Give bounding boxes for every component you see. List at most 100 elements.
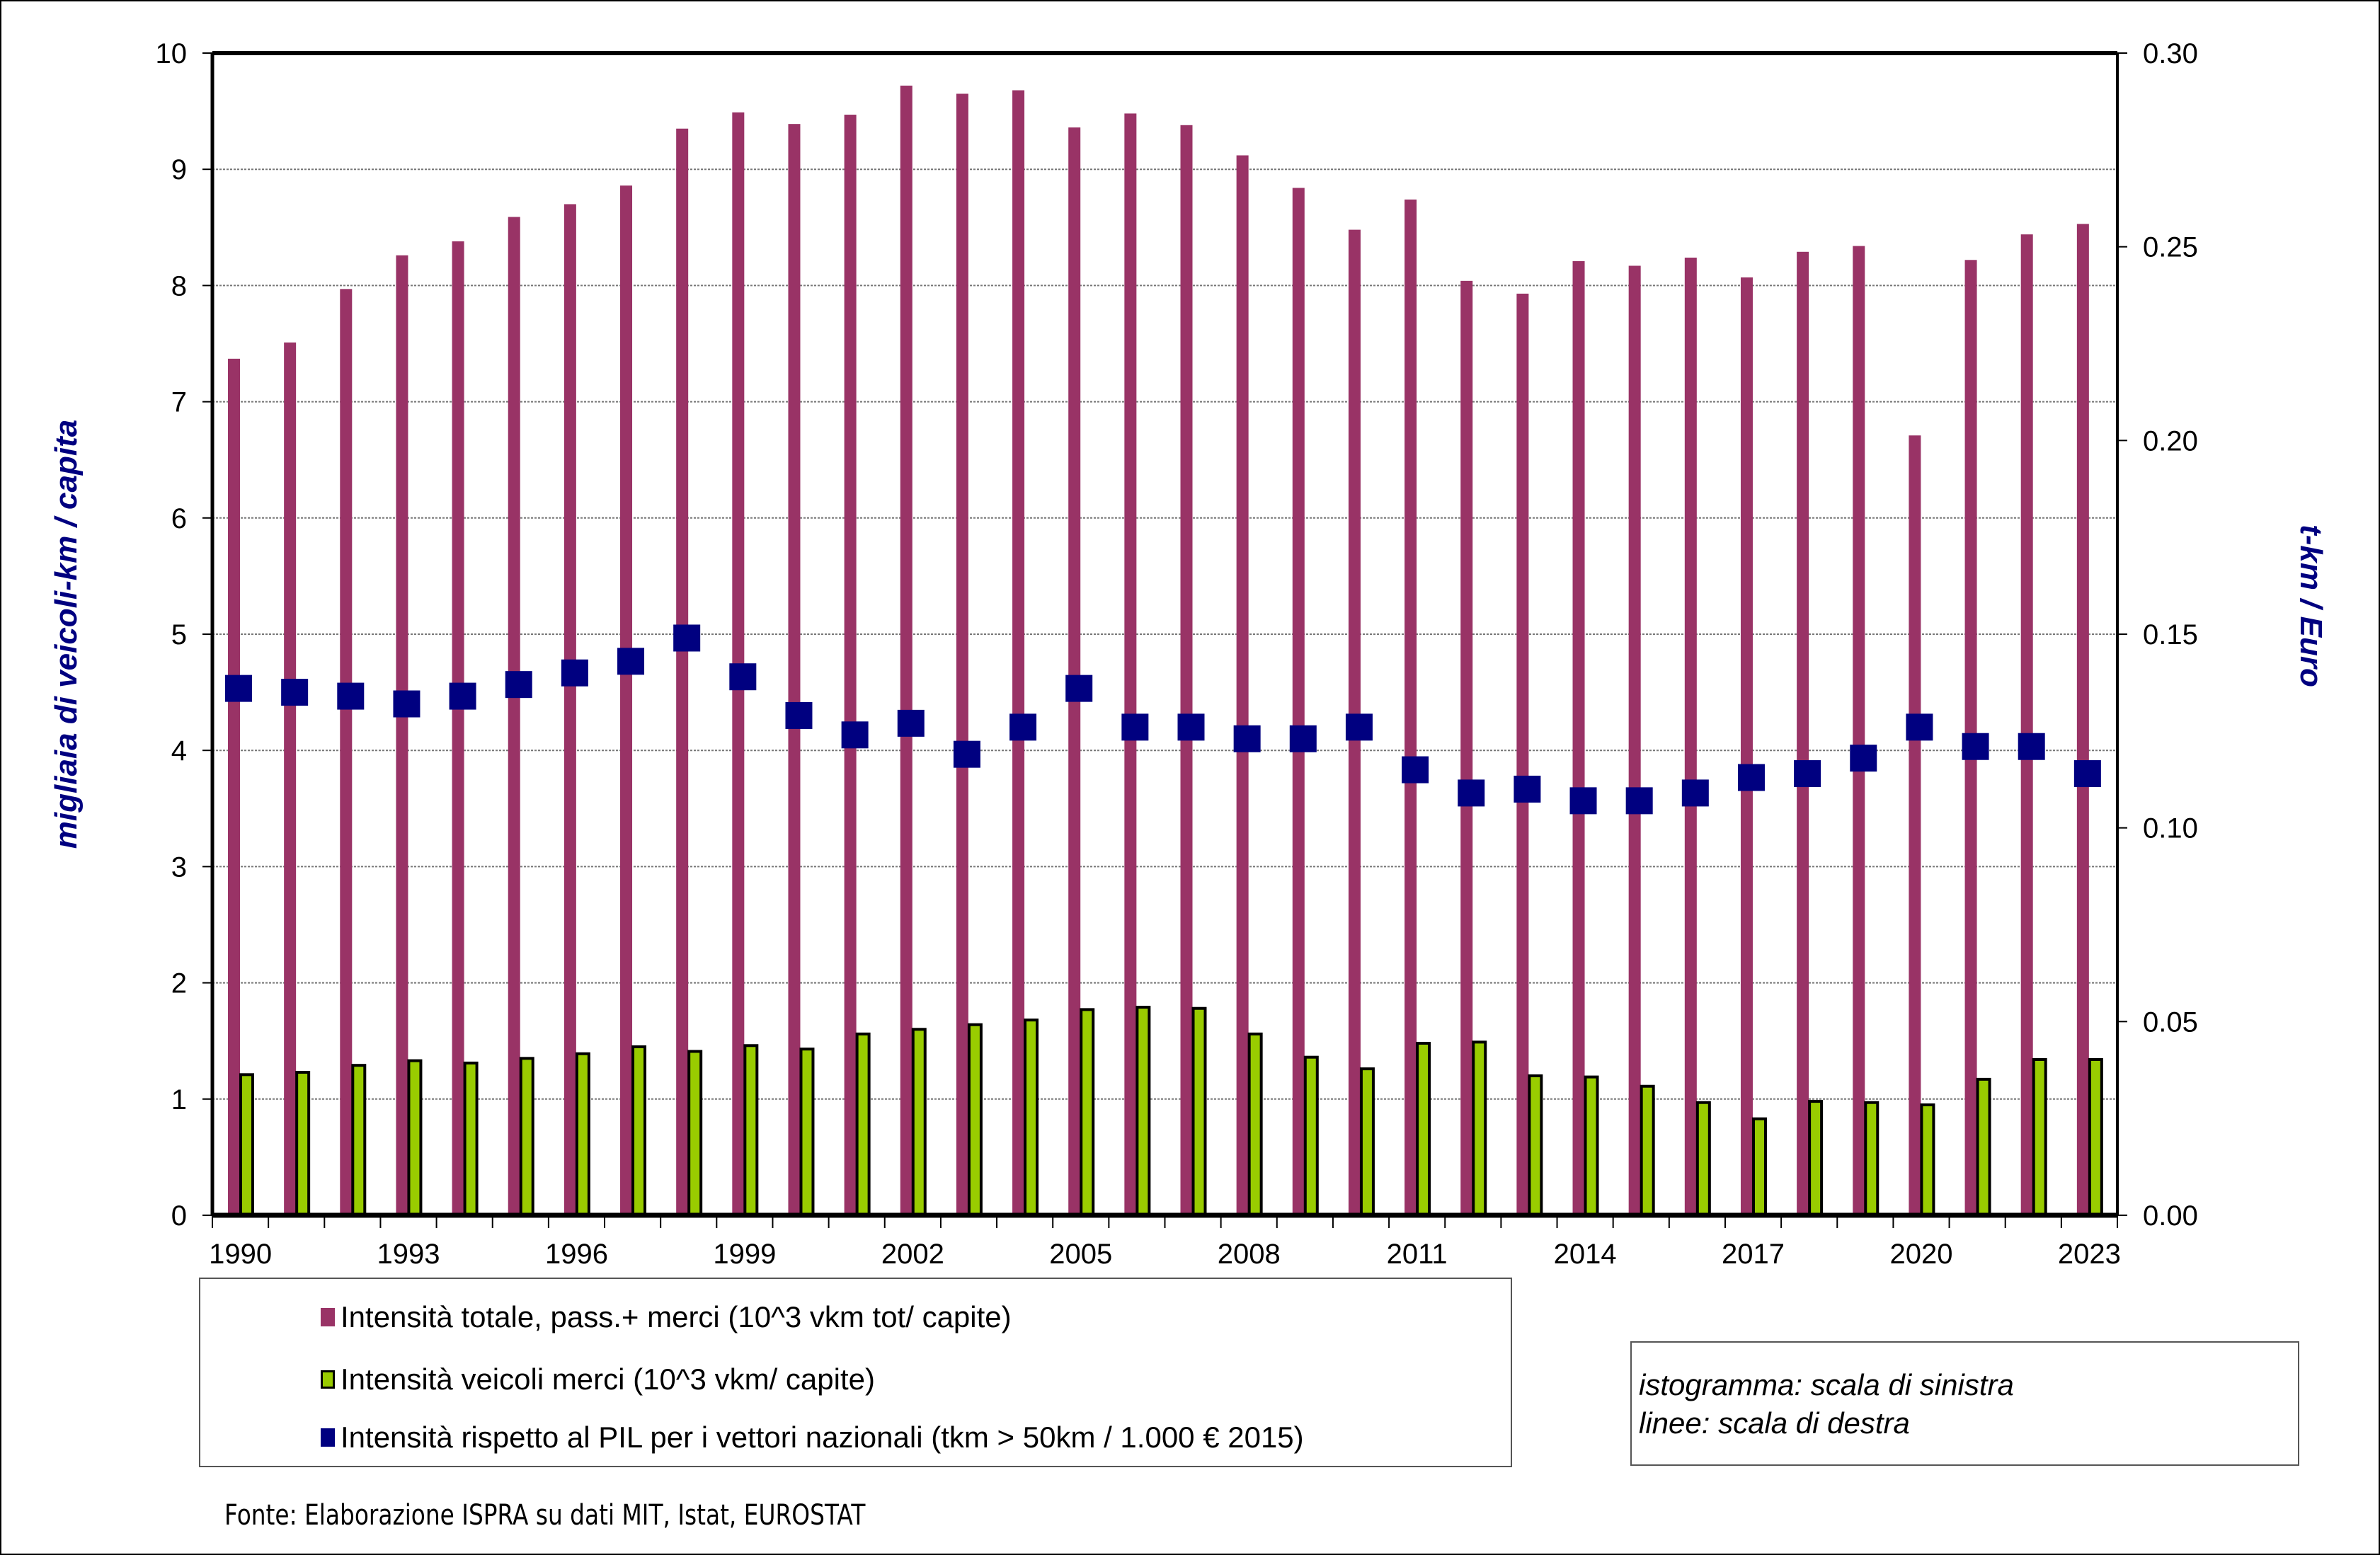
marker-gdp: [953, 740, 980, 768]
bar-freight: [463, 1061, 479, 1217]
marker-gdp: [729, 663, 757, 691]
bar-total: [844, 115, 857, 1215]
bar-total: [676, 128, 689, 1216]
marker-gdp: [1233, 725, 1261, 752]
bar-total: [340, 289, 353, 1216]
bar-freight: [575, 1052, 590, 1217]
bar-freight: [911, 1028, 927, 1217]
bar-total: [788, 124, 801, 1216]
bar-freight: [1864, 1101, 1880, 1217]
marker-gdp: [225, 675, 252, 702]
bar-total: [1740, 277, 1753, 1215]
bar-freight: [1640, 1084, 1655, 1217]
bar-total: [1124, 113, 1137, 1215]
bar-freight: [407, 1059, 423, 1217]
bar-freight: [1416, 1041, 1431, 1217]
marker-gdp: [1906, 713, 1933, 741]
bar-freight: [1695, 1101, 1711, 1217]
marker-gdp: [1458, 779, 1485, 807]
bar-total: [1684, 257, 1697, 1216]
bar-freight: [631, 1045, 647, 1217]
x-tick-label: 2005: [1049, 1239, 1112, 1270]
bar-total: [1516, 293, 1529, 1215]
y-axis-left-title: migliaia di veicoli-km / capita: [49, 420, 84, 849]
bar-freight: [295, 1071, 311, 1217]
bar-freight: [743, 1044, 759, 1217]
legend-label-gdp: Intensità rispetto al PIL per i vettori …: [341, 1421, 1304, 1454]
y-tick-label: 4: [171, 735, 187, 767]
series-total-bars: [228, 85, 2089, 1216]
bar-total: [1068, 127, 1081, 1215]
legend-item-total: Intensità totale, pass.+ merci (10^3 vkm…: [321, 1300, 1012, 1334]
bar-total: [1404, 199, 1417, 1216]
bar-total: [396, 255, 408, 1215]
y-axis-left-ticks: 0 1 2 3 4 5 6 7 8 9 10: [156, 38, 212, 1232]
legend: Intensità totale, pass.+ merci (10^3 vkm…: [199, 1278, 1512, 1467]
legend-label-total: Intensità totale, pass.+ merci (10^3 vkm…: [341, 1300, 1012, 1333]
x-tick-label: 2008: [1218, 1239, 1281, 1270]
bar-total: [1572, 260, 1585, 1216]
bar-freight: [1920, 1103, 1935, 1217]
y-tick-label: 8: [171, 270, 187, 302]
series-gdp-markers: [225, 624, 2101, 815]
bar-total: [900, 85, 912, 1216]
x-tick-label: 2017: [1722, 1239, 1785, 1270]
marker-gdp: [1569, 787, 1597, 815]
x-tick-label: 1993: [377, 1239, 440, 1270]
marker-gdp: [561, 659, 588, 687]
marker-gdp: [1402, 756, 1429, 784]
y-tick-label: 2: [171, 968, 187, 999]
marker-gdp: [1794, 760, 1821, 788]
bar-total: [1236, 155, 1249, 1216]
bar-total: [1909, 435, 1921, 1215]
bar-total: [1797, 251, 1809, 1216]
note-line-lines: linee: scala di destra: [1639, 1406, 1910, 1440]
bar-freight: [799, 1048, 815, 1217]
y-tick-label: 1: [171, 1084, 187, 1115]
bar-freight: [1191, 1006, 1207, 1217]
marker-gdp: [2018, 733, 2045, 760]
x-tick-label: 1999: [713, 1239, 776, 1270]
y-tick-label: 0: [171, 1200, 187, 1232]
bar-total: [563, 204, 576, 1216]
bar-freight: [1135, 1006, 1151, 1217]
marker-gdp: [393, 690, 420, 718]
bar-freight: [1808, 1100, 1824, 1217]
legend-swatch-gdp: [321, 1428, 335, 1447]
x-tick-label: 1996: [545, 1239, 608, 1270]
bar-freight: [1584, 1075, 1599, 1217]
y-right-tick-label: 0.25: [2143, 232, 2198, 263]
marker-gdp: [1009, 713, 1037, 741]
x-axis-ticks: 1990 1993 1996 1999 2002 2005 2008 2011 2014 2017…: [209, 1215, 2121, 1270]
marker-gdp: [1514, 775, 1541, 803]
legend-swatch-total: [321, 1308, 335, 1326]
bar-total: [620, 185, 633, 1215]
y-tick-label: 3: [171, 851, 187, 883]
y-right-tick-label: 0.10: [2143, 813, 2198, 844]
marker-gdp: [841, 721, 869, 749]
x-tick-label: 2014: [1554, 1239, 1617, 1270]
bar-total: [1012, 90, 1025, 1216]
x-tick-label: 2023: [2058, 1239, 2121, 1270]
bar-freight: [2032, 1057, 2047, 1217]
marker-gdp: [1850, 745, 1877, 772]
y-right-tick-label: 0.30: [2143, 38, 2198, 69]
marker-gdp: [449, 682, 476, 710]
marker-gdp: [1962, 733, 1989, 760]
y-right-tick-label: 0.05: [2143, 1006, 2198, 1038]
bar-total: [284, 342, 297, 1215]
y-tick-label: 9: [171, 154, 187, 185]
y-axis-right-title: t-km / Euro: [2294, 524, 2328, 687]
legend-label-freight: Intensità veicoli merci (10^3 vkm/ capit…: [341, 1362, 875, 1396]
legend-item-gdp: Intensità rispetto al PIL per i vettori …: [321, 1421, 1304, 1454]
bar-total: [228, 358, 240, 1216]
note-line-histogram: istogramma: scala di sinistra: [1639, 1368, 2014, 1401]
x-tick-label: 2020: [1889, 1239, 1952, 1270]
y-right-tick-label: 0.00: [2143, 1200, 2198, 1232]
bar-total: [508, 217, 520, 1216]
bar-freight: [1247, 1032, 1263, 1217]
bar-freight: [1359, 1067, 1375, 1217]
bar-freight: [1024, 1019, 1039, 1217]
marker-gdp: [337, 682, 365, 710]
